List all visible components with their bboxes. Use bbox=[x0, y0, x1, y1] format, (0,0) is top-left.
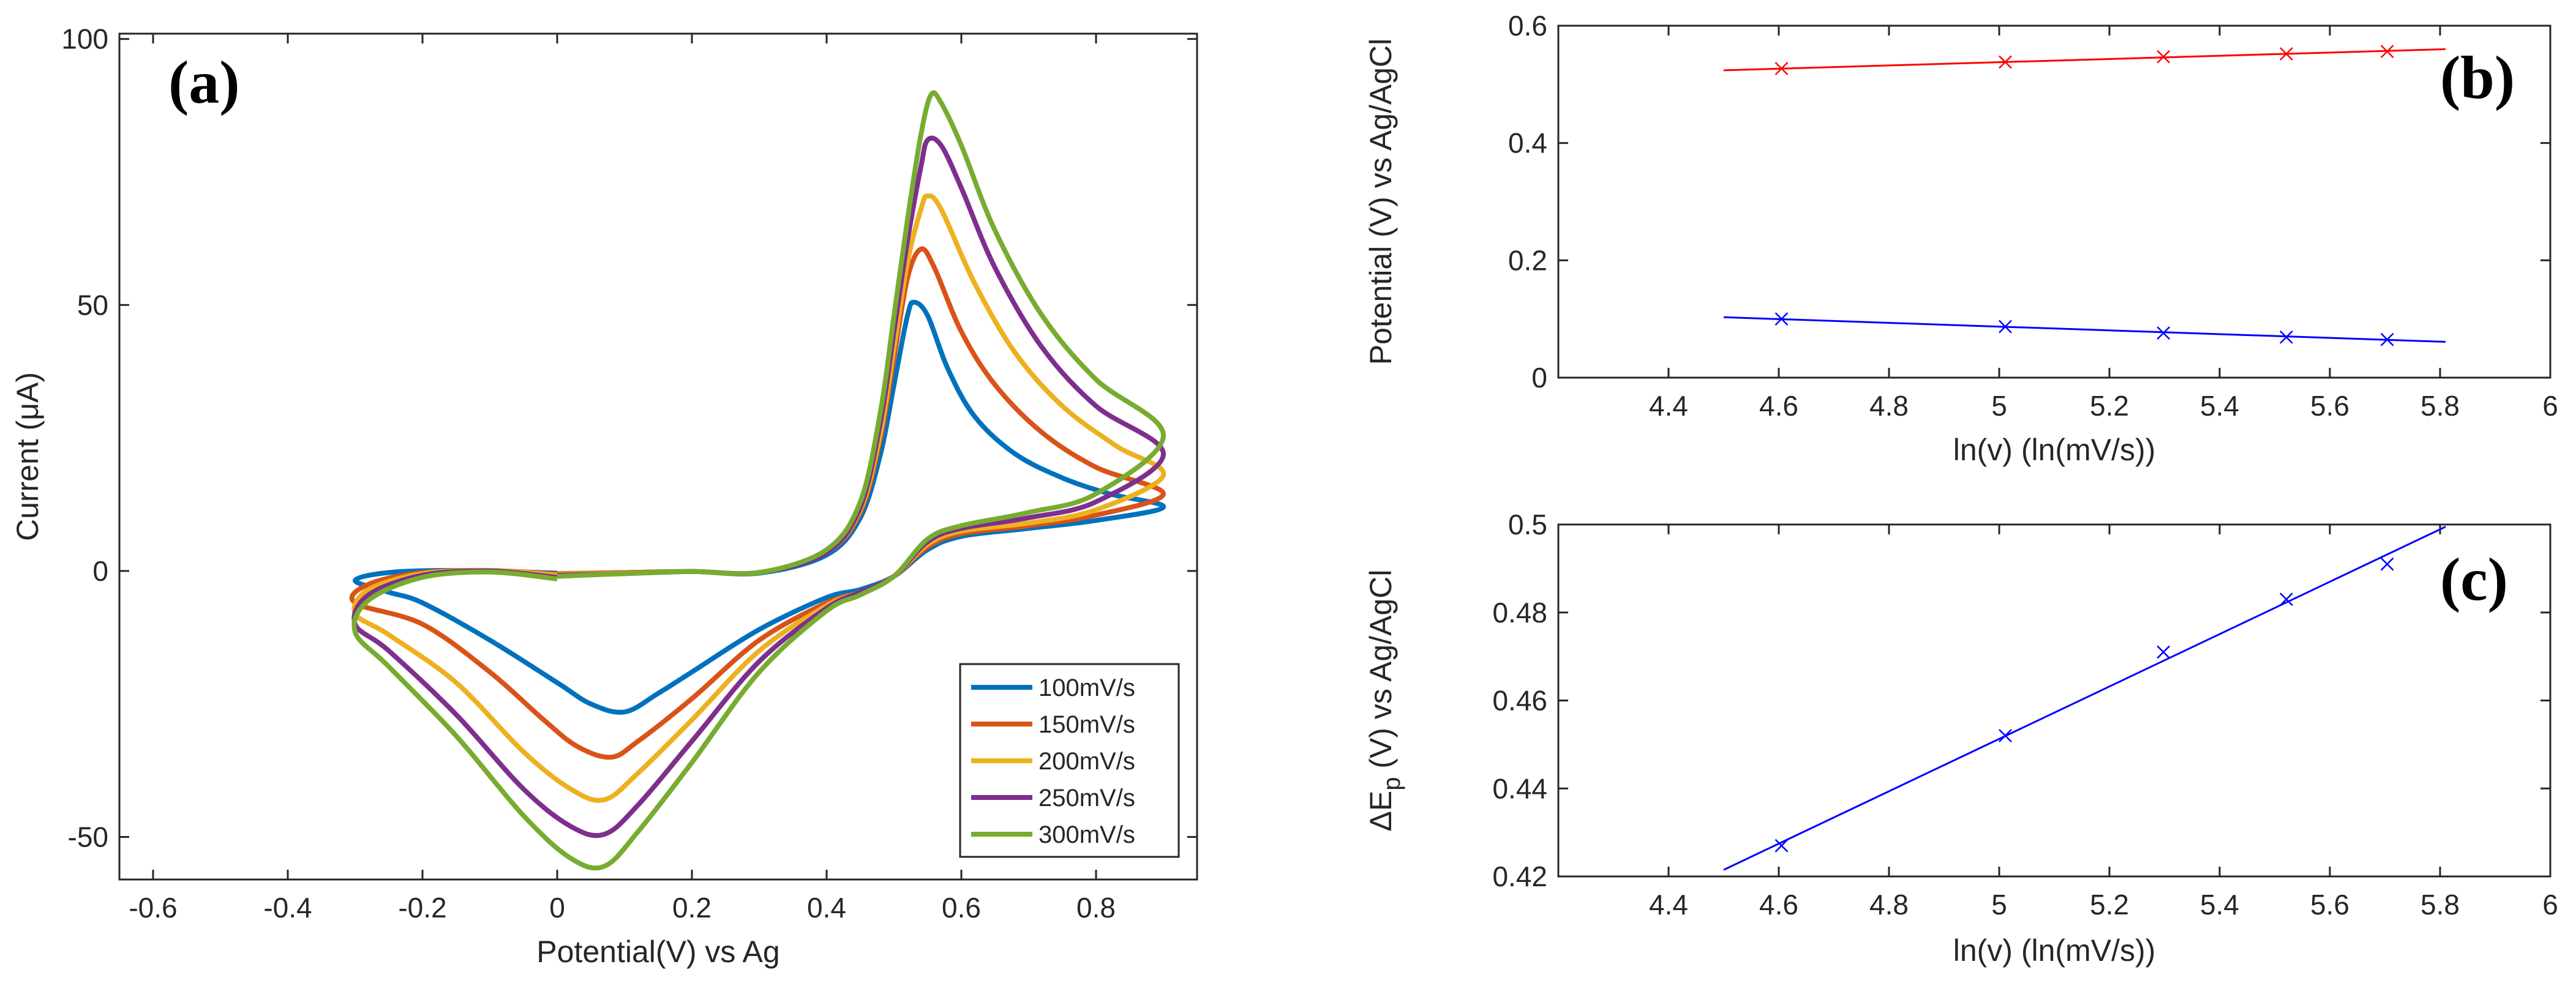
panel-c-fit-line bbox=[1723, 526, 2446, 871]
panel-c-xtick-label: 4.8 bbox=[1869, 889, 1909, 921]
marker-stroke bbox=[2380, 45, 2394, 59]
legend-entry: 100mV/s bbox=[1038, 674, 1135, 701]
panel-b-xtick-label: 4.4 bbox=[1649, 390, 1688, 422]
panel-c-ytick-label: 0.48 bbox=[1492, 597, 1547, 629]
panel-c-ylabel: ΔEp (V) vs Ag/AgCl bbox=[1364, 570, 1405, 832]
marker-stroke bbox=[1999, 319, 2012, 334]
legend-entry: 150mV/s bbox=[1038, 711, 1135, 738]
marker-stroke bbox=[2157, 50, 2171, 64]
panel-b-data-point bbox=[1774, 62, 1789, 75]
cv-curve-100mV-s bbox=[353, 299, 1166, 715]
panel-a-ylabel: Current (μA) bbox=[10, 372, 45, 541]
marker-stroke bbox=[1774, 838, 1789, 853]
panel-c-xtick-label: 5.4 bbox=[2200, 889, 2239, 921]
panel-b-xtick-label: 4.6 bbox=[1759, 390, 1798, 422]
panel-b-xtick-label: 4.8 bbox=[1869, 390, 1909, 422]
cv-curve-300mV-s bbox=[351, 90, 1166, 871]
panel-b-xtick-label: 5.2 bbox=[2090, 390, 2129, 422]
panel-c-plot-area: 4.4 4.6 4.8 5 5.2 5.4 5.6 5.8 6 0.42 0.44 0.46 0.48 0… bbox=[1364, 509, 2558, 968]
marker-stroke bbox=[2280, 47, 2293, 61]
panel-b-data-point bbox=[2380, 332, 2394, 346]
panel-b-ytick-label: 0.4 bbox=[1508, 127, 1547, 159]
panel-b-peak-potentials: 4.4 4.6 4.8 5 5.2 5.4 5.6 5.8 6 0 0.2 0.4 0.6 ln(v) (… bbox=[1364, 10, 2558, 467]
panel-c-peak-separation: 4.4 4.6 4.8 5 5.2 5.4 5.6 5.8 6 0.42 0.44 0.46 0.48 0… bbox=[1364, 509, 2558, 968]
panel-c-xtick-label: 5.8 bbox=[2420, 889, 2460, 921]
marker-stroke bbox=[1999, 729, 2012, 742]
panel-a-ytick-label: 50 bbox=[77, 289, 108, 321]
legend-entry: 200mV/s bbox=[1038, 748, 1135, 775]
panel-a-xlabel: Potential(V) vs Ag bbox=[536, 935, 779, 969]
panel-c-data-point bbox=[1999, 729, 2012, 742]
panel-a-xtick-label: 0 bbox=[549, 892, 565, 924]
panel-b-ytick-label: 0.6 bbox=[1508, 10, 1547, 42]
panel-c-ytick-label: 0.46 bbox=[1492, 685, 1547, 717]
panel-b-data-point bbox=[2280, 330, 2293, 344]
legend-entry: 300mV/s bbox=[1038, 821, 1135, 848]
panel-b-ylabel: Potential (V) vs Ag/AgCl bbox=[1364, 39, 1398, 365]
panel-c-ytick-label: 0.42 bbox=[1492, 861, 1547, 892]
panel-a-ytick-label: -50 bbox=[68, 821, 108, 853]
marker-stroke bbox=[2157, 645, 2171, 659]
panel-a-label: (a) bbox=[168, 48, 240, 116]
panel-b-data-point bbox=[2157, 50, 2171, 64]
panel-c-data-point bbox=[2157, 645, 2171, 659]
panel-c-data-point bbox=[1774, 838, 1789, 853]
legend-entry: 250mV/s bbox=[1038, 785, 1135, 812]
panel-a-xtick-label: 0.2 bbox=[672, 892, 712, 924]
marker-stroke bbox=[2280, 330, 2293, 344]
panel-b-fit-line bbox=[1723, 316, 2446, 343]
panel-b-ytick-label: 0 bbox=[1531, 362, 1547, 394]
panel-c-xtick-label: 4.4 bbox=[1649, 889, 1688, 921]
marker-stroke bbox=[2380, 332, 2394, 346]
panel-a-plot-area: -0.6 -0.4 -0.2 0 0.2 0.4 0.6 0.8 -50 0 50 100 Potent… bbox=[10, 23, 1198, 969]
panel-b-fit-line bbox=[1723, 48, 2446, 72]
panel-c-axes-box bbox=[1557, 523, 2552, 878]
panel-c-ytick-label: 0.5 bbox=[1508, 509, 1547, 540]
panel-c-xtick-label: 5 bbox=[1991, 889, 2007, 921]
panel-b-xtick-label: 5.4 bbox=[2200, 390, 2239, 422]
panel-b-xtick-label: 5.8 bbox=[2420, 390, 2460, 422]
panel-b-data-point bbox=[1999, 319, 2012, 334]
panel-b-data-point bbox=[2157, 326, 2171, 340]
panel-a-axes-box bbox=[118, 32, 1198, 881]
panel-b-ytick-label: 0.2 bbox=[1508, 244, 1547, 276]
panel-a-ytick-label: 100 bbox=[61, 23, 108, 55]
marker-stroke bbox=[1774, 312, 1789, 326]
panel-c-xlabel: ln(v) (ln(mV/s)) bbox=[1953, 933, 2156, 968]
panel-a-xtick-label: 0.4 bbox=[807, 892, 846, 924]
marker-stroke bbox=[2280, 592, 2293, 607]
panel-b-xtick-label: 6 bbox=[2542, 390, 2558, 422]
panel-c-data-point bbox=[2380, 557, 2394, 571]
panel-b-data-point bbox=[1999, 55, 2012, 69]
panel-c-xtick-label: 5.6 bbox=[2310, 889, 2349, 921]
panel-b-data-point bbox=[1774, 312, 1789, 326]
panel-b-plot-area: 4.4 4.6 4.8 5 5.2 5.4 5.6 5.8 6 0 0.2 0.4 0.6 ln(v) (… bbox=[1364, 10, 2558, 467]
marker-stroke bbox=[1999, 55, 2012, 69]
panel-a-xtick-label: -0.2 bbox=[398, 892, 446, 924]
marker-stroke bbox=[2157, 326, 2171, 340]
panel-a-xtick-label: -0.6 bbox=[129, 892, 177, 924]
panel-c-xtick-label: 5.2 bbox=[2090, 889, 2129, 921]
panel-b-xtick-label: 5 bbox=[1991, 390, 2007, 422]
panel-c-xtick-label: 6 bbox=[2542, 889, 2558, 921]
panel-b-xtick-label: 5.6 bbox=[2310, 390, 2349, 422]
panel-b-axes-box bbox=[1557, 24, 2552, 379]
panel-c-xtick-label: 4.6 bbox=[1759, 889, 1798, 921]
panel-c-label: (c) bbox=[2440, 545, 2508, 613]
panel-b-data-point bbox=[2280, 47, 2293, 61]
panel-c-ytick-label: 0.44 bbox=[1492, 772, 1547, 804]
marker-stroke bbox=[1774, 62, 1789, 75]
panel-a-xtick-label: -0.4 bbox=[263, 892, 312, 924]
panel-a-legend: 100mV/s 150mV/s 200mV/s 250mV/s 300mV/s bbox=[959, 663, 1180, 858]
panel-a-ytick-label: 0 bbox=[92, 555, 108, 587]
panel-b-label: (b) bbox=[2440, 43, 2515, 111]
panel-a-xtick-label: 0.6 bbox=[942, 892, 981, 924]
panel-a-cyclic-voltammogram: -0.6 -0.4 -0.2 0 0.2 0.4 0.6 0.8 -50 0 50 100 Potent… bbox=[10, 23, 1198, 969]
panel-a-xtick-label: 0.8 bbox=[1076, 892, 1116, 924]
panel-b-xlabel: ln(v) (ln(mV/s)) bbox=[1953, 433, 2156, 467]
marker-stroke bbox=[2380, 557, 2394, 571]
panel-b-data-point bbox=[2380, 45, 2394, 59]
panel-c-data-point bbox=[2280, 592, 2293, 607]
